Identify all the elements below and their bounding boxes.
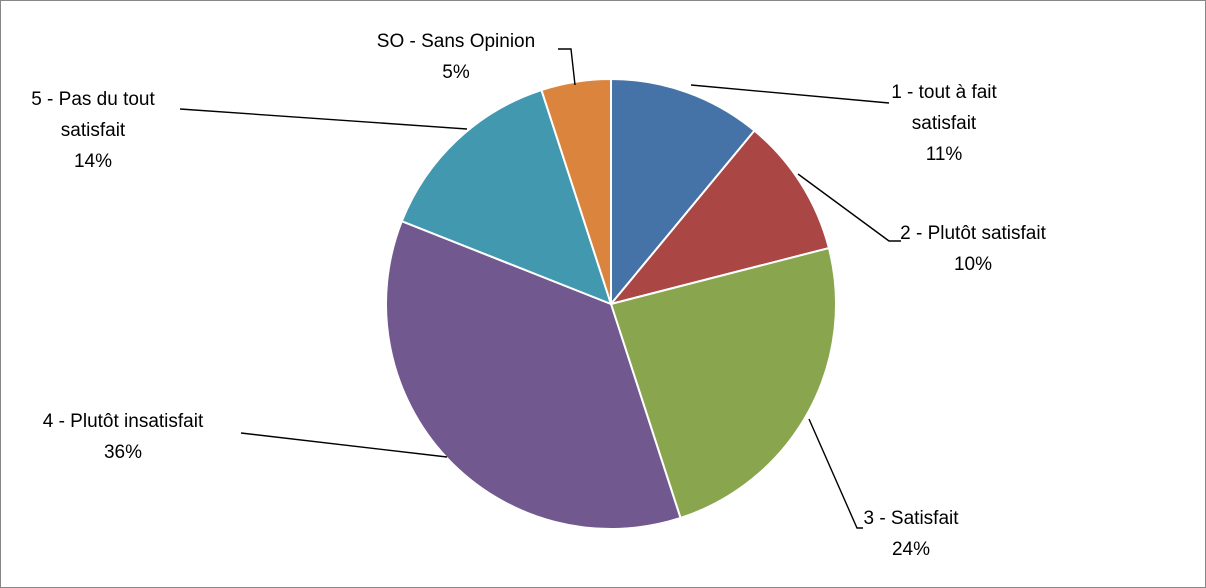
data-label-category-5: satisfait — [61, 120, 126, 141]
data-label-percent-1: 11% — [926, 144, 963, 165]
pie-slice-1 — [610, 77, 756, 307]
data-label-percent-6: 5% — [442, 62, 470, 83]
data-label-category-1: satisfait — [912, 113, 977, 134]
data-label-category-5: 5 - Pas du tout — [31, 89, 155, 110]
leader-line-3 — [808, 418, 863, 529]
data-label-percent-3: 24% — [892, 539, 930, 560]
data-label-category-4: 4 - Plutôt insatisfait — [43, 411, 204, 432]
pie-slice-2 — [608, 129, 831, 306]
pie-slices — [385, 77, 837, 530]
data-label-category-1: 1 - tout à fait — [891, 82, 997, 103]
pie-slice-4 — [385, 219, 682, 530]
leader-line-2 — [797, 173, 901, 242]
data-labels: 1 - tout à fait satisfait 11% 2 - Plutôt sa… — [31, 31, 1046, 560]
leader-line-5 — [179, 108, 468, 130]
leader-lines — [179, 48, 901, 529]
data-label-category-6: SO - Sans Opinion — [377, 31, 535, 52]
data-label-percent-5: 14% — [74, 151, 112, 172]
leader-line-6 — [558, 48, 576, 86]
pie-slice-3 — [609, 246, 837, 520]
leader-line-4 — [240, 432, 448, 458]
pie-slice-6 — [540, 77, 612, 305]
data-label-category-3: 3 - Satisfait — [863, 508, 959, 529]
data-label-percent-2: 10% — [954, 254, 992, 275]
leader-line-1 — [690, 84, 890, 104]
data-label-category-2: 2 - Plutôt satisfait — [900, 223, 1046, 244]
data-label-percent-4: 36% — [104, 442, 142, 463]
